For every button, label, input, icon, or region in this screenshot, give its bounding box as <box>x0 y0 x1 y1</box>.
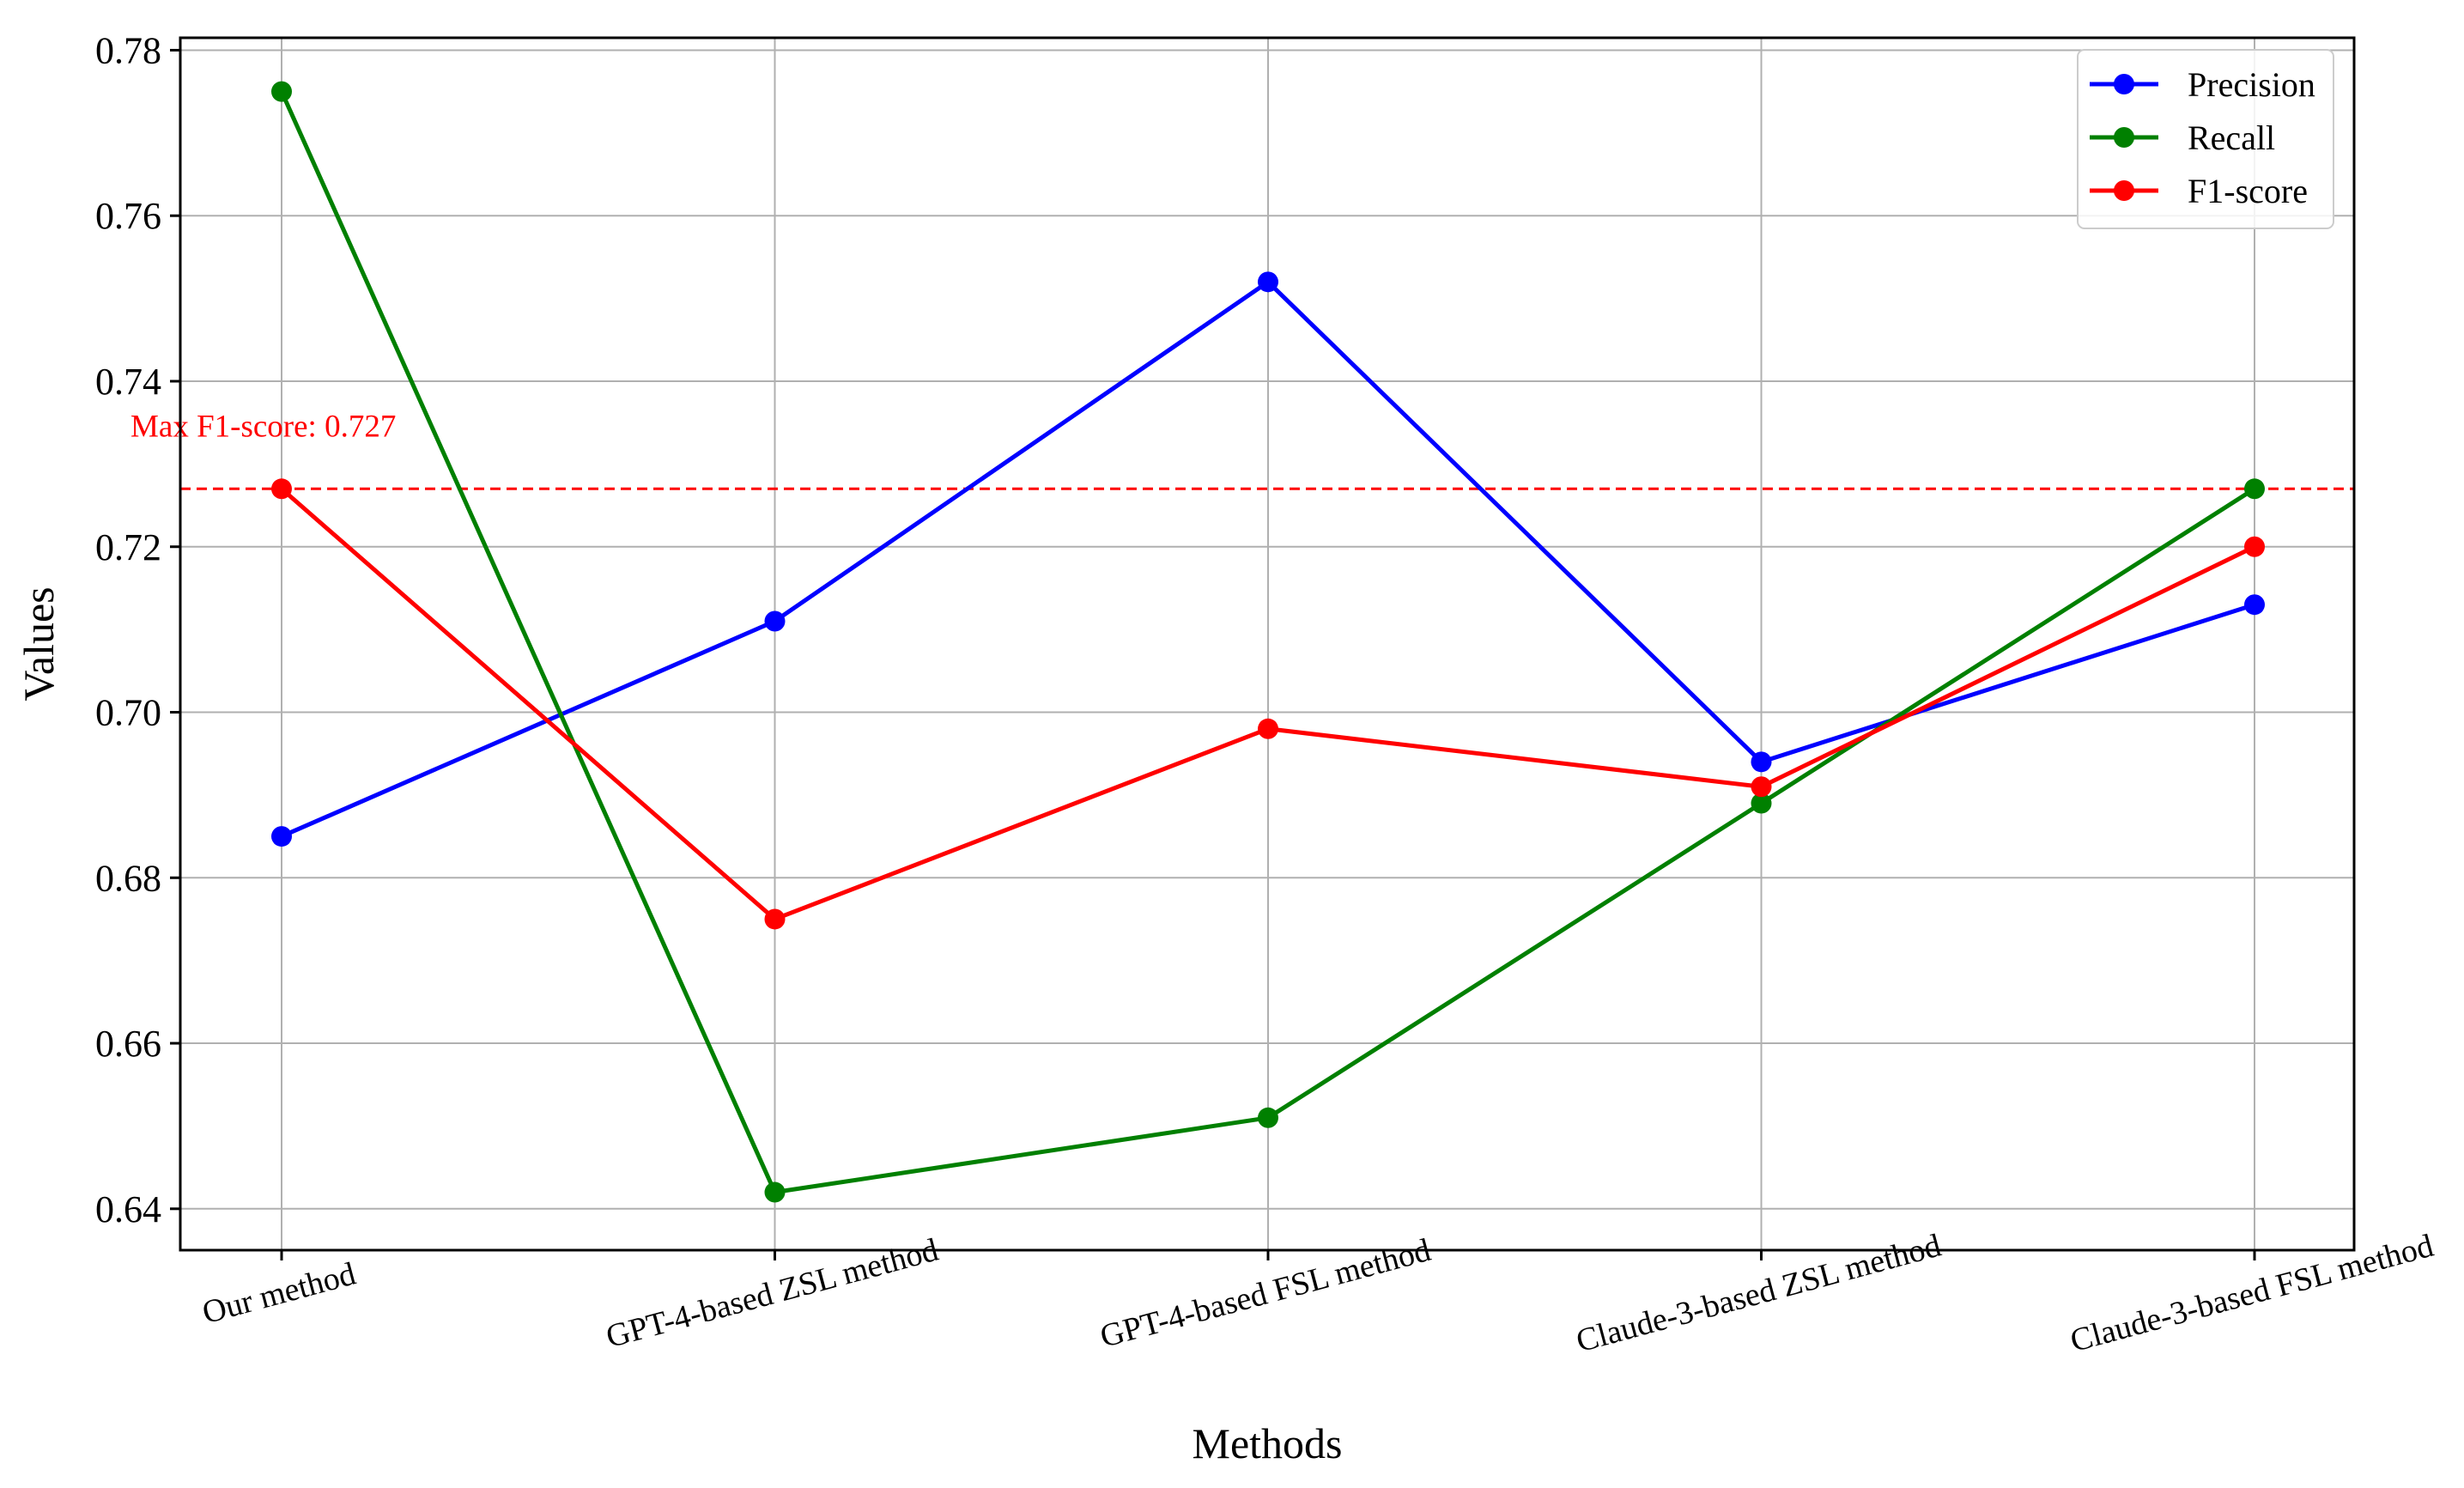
recall-point <box>764 1181 786 1203</box>
legend-marker-recall <box>2114 127 2134 148</box>
x-axis-label: Methods <box>1193 1419 1343 1467</box>
y-tick-label: 0.78 <box>95 29 161 71</box>
y-tick-label: 0.70 <box>95 692 161 734</box>
recall-point <box>2244 478 2265 500</box>
series-group <box>271 81 2265 1203</box>
y-tick-label: 0.68 <box>95 857 161 899</box>
legend-label-recall: Recall <box>2188 118 2275 157</box>
precision-point <box>764 610 786 632</box>
recall-point <box>1258 1107 1278 1128</box>
x-tick-label: Claude-3-based FSL method <box>2066 1228 2437 1359</box>
f1-score-point <box>2244 536 2265 557</box>
legend: Precision Recall F1-score <box>2077 49 2334 229</box>
legend-label-f1-score: F1-score <box>2188 172 2308 210</box>
y-axis-label: Values <box>15 586 63 701</box>
legend-marker-f1-score <box>2114 180 2134 201</box>
x-tick-label: Claude-3-based ZSL method <box>1573 1227 1945 1359</box>
y-tick-label: 0.76 <box>95 195 161 237</box>
legend-marker-precision <box>2114 74 2134 94</box>
grid-lines <box>180 38 2354 1250</box>
y-tick-label: 0.72 <box>95 526 161 568</box>
max-f1-annotation: Max F1-score: 0.727 <box>130 409 396 444</box>
recall-point <box>271 81 292 102</box>
x-tick-label: Our method <box>198 1255 359 1331</box>
precision-point <box>2244 594 2265 616</box>
precision-point <box>1751 751 1772 773</box>
y-tick-label: 0.74 <box>95 361 161 403</box>
reference-line-group: Max F1-score: 0.727 <box>130 409 2354 490</box>
f1-score-point <box>764 908 786 930</box>
legend-label-precision: Precision <box>2188 65 2315 104</box>
f1-score-point <box>1751 776 1772 798</box>
recall-point <box>1751 793 1772 814</box>
y-tick-label: 0.64 <box>95 1188 161 1230</box>
precision-point <box>1258 271 1278 293</box>
precision-point <box>271 826 292 847</box>
y-tick-label: 0.66 <box>95 1023 161 1065</box>
f1-score-point <box>1258 718 1278 739</box>
f1-score-point <box>271 478 292 500</box>
legend-box <box>2077 49 2334 229</box>
